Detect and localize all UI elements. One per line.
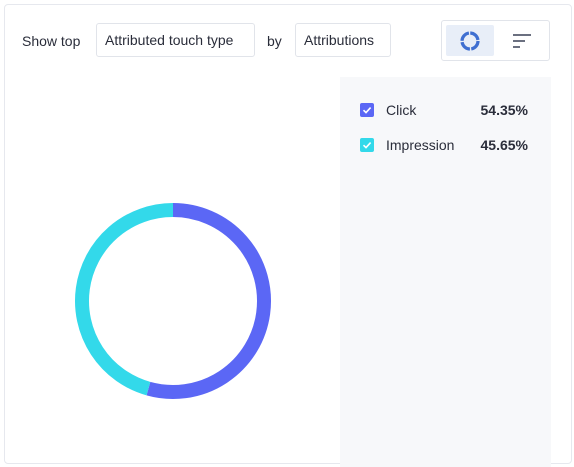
legend-item-click: Click 54.35% <box>360 100 528 120</box>
donut-slice-click[interactable] <box>146 203 271 399</box>
metric-select[interactable]: Attributions <box>295 23 391 57</box>
by-label: by <box>267 33 282 49</box>
donut-view-button[interactable] <box>446 25 494 56</box>
legend-label: Click <box>386 102 417 118</box>
donut-chart <box>75 203 271 399</box>
donut-chart-icon <box>460 30 480 51</box>
checkmark-icon <box>362 107 372 114</box>
donut-slice-impression[interactable] <box>75 203 174 396</box>
legend-panel: Click 54.35% Impression 45.65% <box>340 77 551 467</box>
legend-label: Impression <box>386 137 455 153</box>
impression-checkbox[interactable] <box>360 138 374 152</box>
dimension-select[interactable]: Attributed touch type <box>96 23 255 57</box>
show-top-label: Show top <box>22 33 81 49</box>
checkmark-icon <box>362 142 372 149</box>
legend-item-impression: Impression 45.65% <box>360 135 528 155</box>
sort-bars-view-button[interactable] <box>498 25 546 56</box>
chart-view-toggle <box>441 20 550 61</box>
sort-bars-icon <box>513 33 531 48</box>
legend-value: 54.35% <box>480 102 528 118</box>
click-checkbox[interactable] <box>360 103 374 117</box>
legend-value: 45.65% <box>480 137 528 153</box>
